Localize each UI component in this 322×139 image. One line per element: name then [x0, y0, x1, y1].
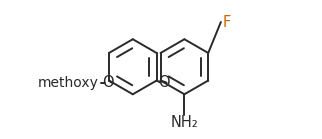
- Text: methoxy: methoxy: [37, 76, 99, 90]
- Text: O: O: [158, 75, 169, 90]
- Text: NH₂: NH₂: [171, 115, 198, 130]
- Text: F: F: [222, 14, 231, 29]
- Text: O: O: [103, 75, 114, 90]
